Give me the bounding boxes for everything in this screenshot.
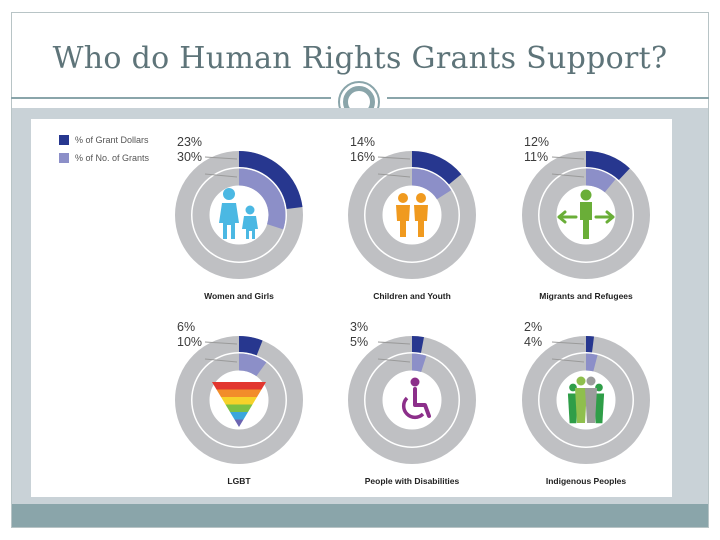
grant-dollars-arc [411,335,424,353]
person-head [569,383,577,392]
rainbow-band [221,397,257,405]
women-and-girls-icon [219,188,258,239]
person-head [576,376,586,386]
grant-dollars-arc [585,151,630,181]
child-head [416,193,426,203]
donut-women-and-girls [175,151,303,279]
migrant-head [580,189,592,201]
person-head [595,383,603,392]
donut-lgbt [175,336,303,464]
leader-line-grants [204,358,238,363]
grant-dollars-pct: 3% [350,320,369,334]
wheelchair-icon [401,377,431,420]
category-label-indigenous-peoples: Indigenous Peoples [545,476,627,486]
footer-band [12,504,708,527]
title-band: Who do Human Rights Grants Support? [11,12,709,104]
num-grants-arc [238,353,267,377]
num-grants-pct: 16% [350,150,376,164]
grant-dollars-arc [238,151,303,210]
rainbow-band [234,419,244,427]
wheelchair-body [413,387,431,418]
slide-title: Who do Human Rights Grants Support? [52,41,668,76]
donut-hole [210,186,268,244]
leader-line-grants [377,173,411,178]
grant-dollars-arc [411,151,462,185]
person-body [593,393,605,424]
leader-line-dollars [204,341,238,345]
legend-swatch-num-grants [59,153,69,163]
num-grants-arc [411,168,452,200]
category-label-children-and-youth: Children and Youth [373,291,451,301]
children-icon [396,193,428,237]
leader-line-grants [204,173,238,178]
donut-children-and-youth [348,151,476,279]
person-head [586,376,596,386]
num-grants-pct: 11% [524,150,549,164]
indigenous-group-icon [567,376,605,424]
leader-line-grants [551,173,585,178]
legend-label-num-grants: % of No. of Grants [75,153,150,163]
migrant-body [580,202,592,239]
person-body [575,388,587,423]
rainbow-band [212,382,266,390]
category-label-women-and-girls: Women and Girls [204,291,274,301]
num-grants-pct: 5% [350,335,369,349]
leader-line-grants [551,358,585,363]
donut-indigenous-peoples [522,335,650,464]
rainbow-triangle-icon [212,382,266,427]
donut-people-with-disabilities [348,335,476,464]
leader-line-dollars [204,156,238,160]
donut-charts [175,151,650,464]
num-grants-arc [238,168,286,230]
leader-line-dollars [377,156,411,160]
num-grants-arc [585,353,598,372]
infographic: % of Grant Dollars % of No. of Grants 23… [31,119,672,497]
donut-migrants-and-refugees [522,151,650,279]
rainbow-band [225,404,253,412]
leader-line-grants [377,358,411,363]
wheelchair-wheel [401,396,425,420]
girl-head [245,205,255,215]
title-rule-right [387,97,709,99]
leader-line-dollars [377,341,411,345]
wheelchair-head [410,377,420,387]
person-body [585,388,597,423]
arrow-left-icon [557,210,578,224]
grant-dollars-pct: 14% [350,135,376,149]
num-grants-pct: 4% [524,335,543,349]
legend-swatch-grant-dollars [59,135,69,145]
category-label-lgbt: LGBT [227,476,251,486]
migrant-icon [557,189,615,239]
grant-dollars-pct: 23% [177,135,203,149]
num-grants-arc [411,353,427,373]
grant-dollars-arc [238,336,263,356]
num-grants-pct: 10% [177,335,203,349]
woman-body [219,203,239,239]
category-label-people-with-disabilities: People with Disabilities [364,476,460,486]
num-grants-pct: 30% [177,150,203,164]
woman-head [223,188,235,200]
rainbow-band [216,389,262,397]
rainbow-band [230,412,248,420]
donut-hole [383,186,441,244]
grant-dollars-pct: 6% [177,320,196,334]
person-body [567,393,579,424]
girl-body [242,216,258,239]
grant-dollars-pct: 12% [524,135,550,149]
num-grants-arc [585,168,616,193]
leader-line-dollars [551,156,585,160]
child-body [414,205,428,237]
category-label-migrants-and-refugees: Migrants and Refugees [539,291,633,301]
grant-dollars-pct: 2% [524,320,543,334]
child-body [396,205,410,237]
leader-line-dollars [551,341,585,345]
arrow-right-icon [594,210,615,224]
title-rule-left [11,97,331,99]
legend-label-grant-dollars: % of Grant Dollars [75,135,149,145]
child-head [398,193,408,203]
